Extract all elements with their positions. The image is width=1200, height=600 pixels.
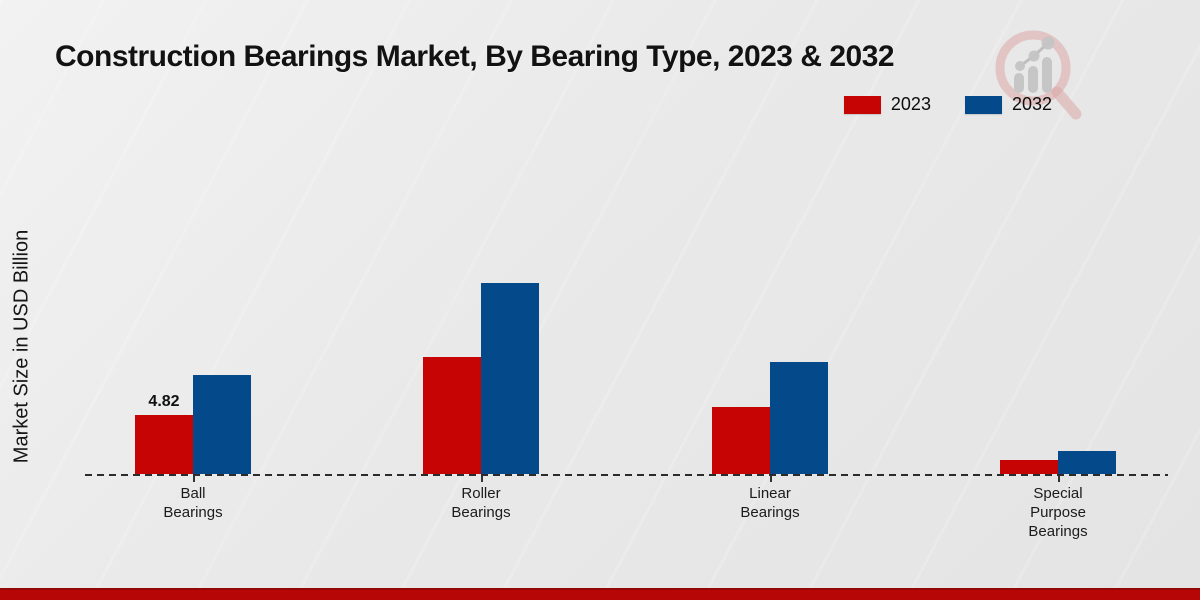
footer-red-strip bbox=[0, 588, 1200, 600]
bar-2023-roller bbox=[423, 357, 481, 474]
x-axis-tick bbox=[481, 476, 483, 482]
legend-label-2032: 2032 bbox=[1011, 94, 1052, 114]
bar-2023-linear bbox=[712, 407, 770, 474]
bar-2032-ball bbox=[193, 375, 251, 474]
magnifier-chart-logo-icon bbox=[988, 26, 1088, 129]
x-axis-tick bbox=[1058, 476, 1060, 482]
x-axis-tick bbox=[193, 476, 195, 482]
x-axis-tick bbox=[770, 476, 772, 482]
legend-item-2023: 2023 bbox=[843, 94, 931, 115]
bar-2032-linear bbox=[770, 362, 828, 474]
legend-swatch-2023-icon bbox=[843, 95, 881, 114]
category-label-special: Special Purpose Bearings bbox=[1028, 485, 1088, 540]
x-axis-dashed-baseline bbox=[85, 474, 1168, 476]
category-label-roller: Roller Bearings bbox=[451, 485, 511, 521]
bar-value-label: 4.82 bbox=[148, 393, 180, 410]
bar-2023-special bbox=[1000, 460, 1058, 474]
category-label-ball: Ball Bearings bbox=[163, 485, 223, 521]
bar-2032-special bbox=[1058, 451, 1116, 474]
legend-label-2023: 2023 bbox=[890, 94, 931, 114]
chart-title: Construction Bearings Market, By Bearing… bbox=[55, 40, 895, 73]
category-label-linear: Linear Bearings bbox=[740, 485, 800, 521]
bar-2032-roller bbox=[481, 283, 539, 474]
legend-item-2032: 2032 bbox=[964, 94, 1052, 115]
bar-2023-ball bbox=[135, 415, 193, 474]
legend: 2023 2032 bbox=[843, 94, 1052, 115]
legend-swatch-2032-icon bbox=[964, 95, 1002, 114]
